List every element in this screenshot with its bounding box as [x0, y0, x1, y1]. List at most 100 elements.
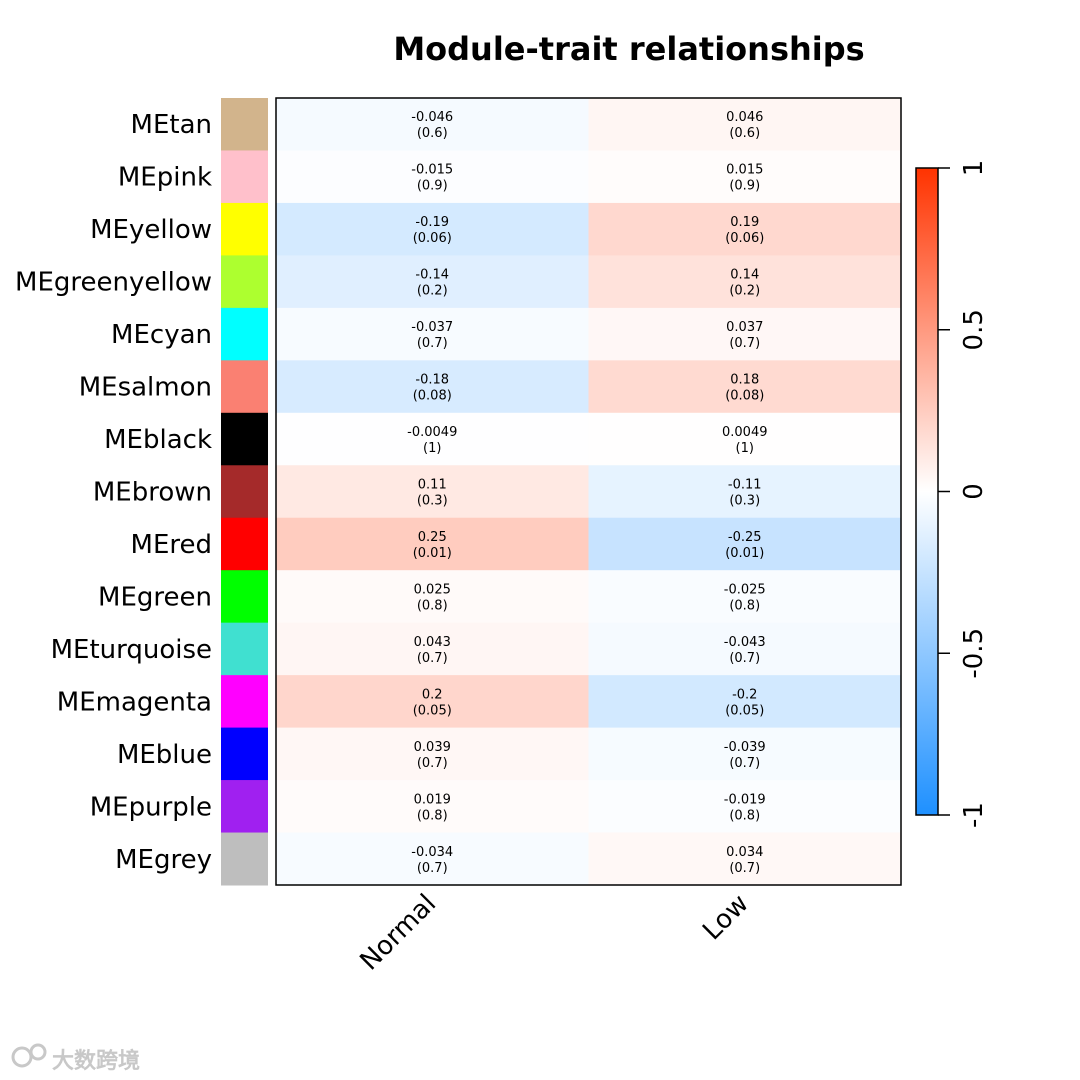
- cell-mepurple-low: [588, 780, 902, 834]
- cell-pvalue-label: (0.6): [729, 126, 760, 141]
- swatch-memagenta: [221, 675, 268, 729]
- cell-correlation-label: -0.19: [415, 215, 449, 230]
- cell-correlation-label: 0.11: [418, 478, 447, 493]
- cell-metan-low: [588, 98, 902, 151]
- cell-pvalue-label: (1): [736, 441, 754, 456]
- cell-pvalue-label: (0.9): [417, 179, 448, 194]
- cell-correlation-label: 0.0049: [722, 425, 768, 440]
- color-scale-tick-label: 1: [959, 160, 989, 177]
- cell-mered-normal: [276, 517, 589, 571]
- row-label-mebrown: MEbrown: [93, 478, 212, 508]
- cell-pvalue-label: (0.05): [725, 703, 764, 718]
- swatch-mepurple: [221, 780, 268, 834]
- cell-pvalue-label: (0.7): [417, 756, 448, 771]
- cell-pvalue-label: (0.7): [417, 861, 448, 876]
- cell-correlation-label: -0.25: [728, 530, 762, 545]
- cell-megrey-normal: [276, 832, 589, 886]
- swatch-meturquoise: [221, 622, 268, 676]
- color-scale-tick-label: 0.5: [959, 309, 989, 350]
- row-label-mepink: MEpink: [118, 163, 212, 193]
- cell-memagenta-low: [588, 675, 902, 729]
- row-label-megreen: MEgreen: [98, 582, 212, 612]
- color-scale-bar: [915, 167, 939, 816]
- cell-megreen-normal: [276, 570, 589, 624]
- cell-correlation-label: -0.11: [728, 478, 762, 493]
- column-label-low: Low: [697, 889, 754, 946]
- cell-correlation-label: -0.14: [415, 268, 449, 283]
- cell-pvalue-label: (0.06): [413, 231, 452, 246]
- cell-correlation-label: -0.2: [732, 687, 757, 702]
- cell-pvalue-label: (0.7): [417, 651, 448, 666]
- row-label-mesalmon: MEsalmon: [79, 373, 212, 403]
- cell-correlation-label: 0.043: [414, 635, 451, 650]
- cell-pvalue-label: (0.3): [729, 494, 760, 509]
- cell-meyellow-low: [588, 202, 902, 256]
- row-label-meblack: MEblack: [104, 425, 212, 455]
- cell-pvalue-label: (0.6): [417, 126, 448, 141]
- watermark: 大数跨境: [52, 1048, 140, 1074]
- row-label-meblue: MEblue: [117, 740, 212, 770]
- cell-pvalue-label: (0.7): [729, 861, 760, 876]
- cell-correlation-label: 0.037: [726, 320, 763, 335]
- cell-mecyan-normal: [276, 307, 589, 361]
- cell-pvalue-label: (0.7): [729, 336, 760, 351]
- color-scale-tick-label: -0.5: [959, 628, 989, 679]
- heatmap-cells: [276, 98, 902, 886]
- cell-meyellow-normal: [276, 202, 589, 256]
- cell-correlation-label: -0.043: [724, 635, 766, 650]
- swatch-mecyan: [221, 307, 268, 361]
- module-color-swatches: [221, 98, 268, 886]
- cell-pvalue-label: (0.7): [729, 651, 760, 666]
- row-label-megreenyellow: MEgreenyellow: [15, 268, 212, 298]
- cell-correlation-label: -0.0049: [407, 425, 457, 440]
- row-label-mecyan: MEcyan: [111, 320, 212, 350]
- row-label-memagenta: MEmagenta: [57, 687, 212, 717]
- cell-correlation-label: -0.037: [411, 320, 453, 335]
- cell-correlation-label: -0.025: [724, 582, 766, 597]
- cell-mepink-normal: [276, 150, 589, 204]
- cell-mebrown-normal: [276, 465, 589, 519]
- color-scale-legend: -1 -0.5 0 0.5 1: [915, 160, 989, 828]
- cell-mesalmon-normal: [276, 360, 589, 414]
- swatch-megreenyellow: [221, 255, 268, 309]
- cell-megreenyellow-normal: [276, 255, 589, 309]
- cell-correlation-label: 0.019: [414, 792, 451, 807]
- cell-mered-low: [588, 517, 902, 571]
- row-label-mered: MEred: [131, 530, 212, 560]
- cell-mepurple-normal: [276, 780, 589, 834]
- heatmap-cell-labels: -0.046(0.6)0.046(0.6)-0.015(0.9)0.015(0.…: [407, 110, 767, 876]
- color-scale-tick-label: 0: [959, 483, 989, 500]
- cell-pvalue-label: (0.01): [413, 546, 452, 561]
- cell-pvalue-label: (0.2): [417, 284, 448, 299]
- cell-pvalue-label: (0.08): [725, 389, 764, 404]
- cell-correlation-label: 0.034: [726, 845, 763, 860]
- cell-correlation-label: -0.034: [411, 845, 453, 860]
- watermark-logo-icon: [11, 1043, 47, 1068]
- swatch-megrey: [221, 832, 268, 886]
- swatch-mesalmon: [221, 360, 268, 414]
- row-label-megrey: MEgrey: [115, 845, 212, 875]
- cell-metan-normal: [276, 98, 589, 151]
- row-label-mepurple: MEpurple: [90, 792, 212, 822]
- chart-title: Module-trait relationships: [393, 30, 864, 68]
- cell-pvalue-label: (0.06): [725, 231, 764, 246]
- cell-meblue-normal: [276, 727, 589, 781]
- column-label-normal: Normal: [354, 889, 442, 977]
- swatch-megreen: [221, 570, 268, 624]
- column-labels: Normal Low: [354, 889, 754, 977]
- row-label-meturquoise: MEturquoise: [51, 635, 212, 665]
- cell-correlation-label: 0.039: [414, 740, 451, 755]
- cell-memagenta-normal: [276, 675, 589, 729]
- cell-correlation-label: -0.039: [724, 740, 766, 755]
- swatch-meblue: [221, 727, 268, 781]
- swatch-mered: [221, 517, 268, 571]
- swatch-mebrown: [221, 465, 268, 519]
- cell-meblue-low: [588, 727, 902, 781]
- cell-pvalue-label: (0.8): [729, 808, 760, 823]
- cell-meblack-normal: [276, 412, 589, 466]
- cell-pvalue-label: (0.05): [413, 703, 452, 718]
- cell-pvalue-label: (0.9): [729, 179, 760, 194]
- swatch-metan: [221, 98, 268, 151]
- row-label-metan: MEtan: [131, 110, 212, 140]
